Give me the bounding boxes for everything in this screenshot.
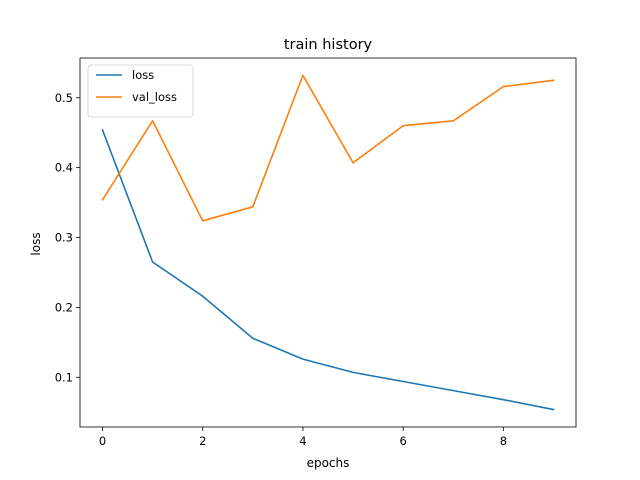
legend-label: loss bbox=[132, 68, 154, 82]
y-tick-label: 0.5 bbox=[55, 91, 73, 105]
legend: loss val_loss bbox=[87, 64, 194, 118]
x-tick-label: 8 bbox=[500, 434, 507, 448]
series-layer bbox=[101, 74, 555, 411]
x-tick-label: 6 bbox=[399, 434, 406, 448]
chart-title: train history bbox=[284, 37, 373, 53]
y-tick-label: 0.3 bbox=[55, 231, 73, 245]
y-tick-label: 0.2 bbox=[55, 300, 73, 314]
y-axis-ticks: 0.1 0.2 0.3 0.4 0.5 bbox=[55, 91, 80, 384]
plot-area-frame bbox=[79, 57, 577, 428]
series-line-loss bbox=[101, 128, 555, 411]
y-axis-label: loss bbox=[29, 232, 43, 255]
x-tick-label: 2 bbox=[199, 434, 206, 448]
x-axis-ticks: 0 2 4 6 8 bbox=[99, 427, 507, 448]
x-axis-label: epochs bbox=[307, 456, 350, 470]
legend-label: val_loss bbox=[132, 90, 177, 104]
y-tick-label: 0.4 bbox=[55, 161, 73, 175]
x-tick-label: 4 bbox=[299, 434, 306, 448]
x-tick-label: 0 bbox=[99, 434, 106, 448]
series-line-val-loss bbox=[101, 74, 555, 222]
legend-box bbox=[87, 64, 194, 118]
y-tick-label: 0.1 bbox=[55, 370, 73, 384]
